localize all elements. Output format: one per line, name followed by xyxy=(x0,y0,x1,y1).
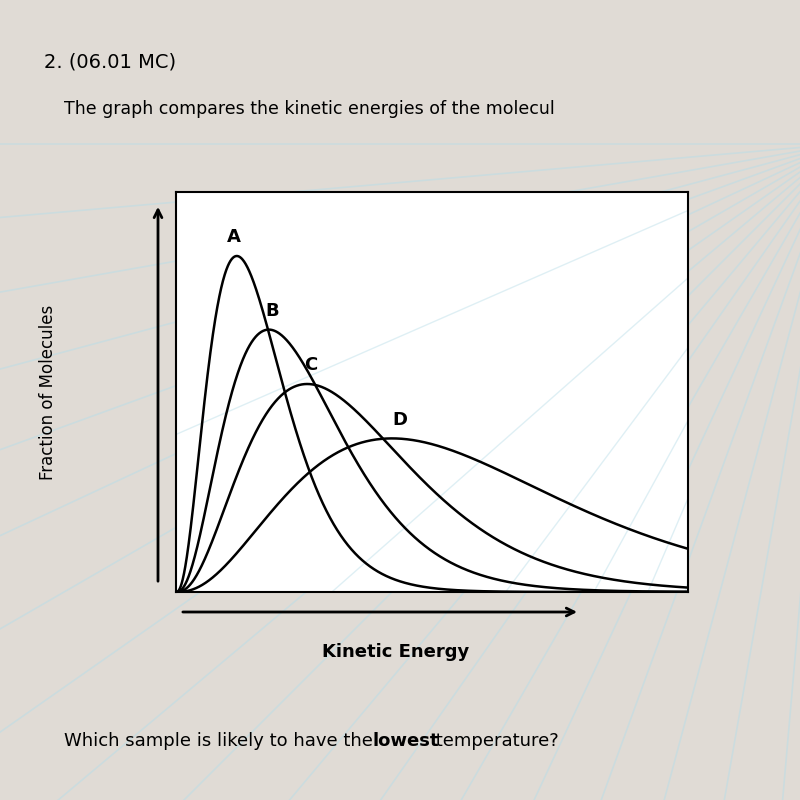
Text: Which sample is likely to have the: Which sample is likely to have the xyxy=(64,732,378,750)
Text: The graph compares the kinetic energies of the molecul: The graph compares the kinetic energies … xyxy=(64,100,554,118)
Text: D: D xyxy=(392,411,407,429)
Text: Fraction of Molecules: Fraction of Molecules xyxy=(39,304,57,480)
Text: A: A xyxy=(226,229,241,246)
Text: 2. (06.01 MC): 2. (06.01 MC) xyxy=(44,52,176,71)
Text: C: C xyxy=(304,357,317,374)
Text: temperature?: temperature? xyxy=(430,732,558,750)
Text: Kinetic Energy: Kinetic Energy xyxy=(322,643,470,661)
Text: B: B xyxy=(265,302,278,320)
Text: lowest: lowest xyxy=(372,732,438,750)
